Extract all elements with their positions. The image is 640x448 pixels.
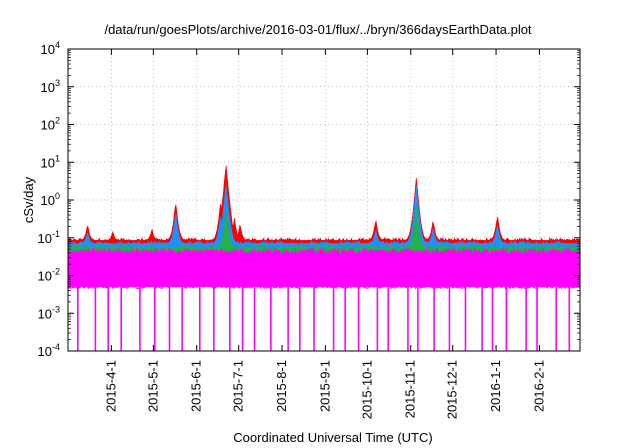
y-axis-label: cSv/day — [21, 176, 36, 223]
y-tick-label: 10-4 — [38, 342, 60, 359]
y-tick-label: 104 — [41, 40, 60, 57]
x-tick-label: 2016-1-1 — [488, 360, 503, 412]
x-tick-label: 2015-7-1 — [231, 360, 246, 412]
y-tick-labels: 10-4 10-3 10-2 10-1 100 101 102 103 104 — [38, 40, 60, 359]
plot-area — [67, 165, 581, 352]
axis-ticks — [68, 48, 580, 352]
x-tick-label: 2015-10-1 — [359, 360, 374, 419]
y-tick-label: 102 — [41, 116, 60, 133]
x-tick-labels: 2015-4-1 2015-5-1 2015-6-1 2015-7-1 2015-8-1… — [103, 360, 546, 419]
y-tick-label: 10-3 — [38, 304, 60, 321]
y-tick-label: 101 — [41, 153, 60, 170]
x-axis-label: Coordinated Universal Time (UTC) — [233, 430, 432, 445]
y-tick-label: 10-2 — [38, 267, 60, 284]
x-tick-label: 2015-12-1 — [445, 360, 460, 419]
series-floor-edge — [67, 283, 581, 290]
x-tick-label: 2015-8-1 — [274, 360, 289, 412]
y-tick-label: 10-1 — [38, 229, 60, 246]
y-tick-label: 103 — [41, 78, 60, 95]
y-tick-label: 100 — [41, 191, 60, 208]
x-tick-label: 2016-2-1 — [531, 360, 546, 412]
x-tick-label: 2015-9-1 — [317, 360, 332, 412]
x-tick-label: 2015-4-1 — [103, 360, 118, 412]
chart-title: /data/run/goesPlots/archive/2016-03-01/f… — [104, 22, 531, 37]
x-tick-label: 2015-5-1 — [145, 360, 160, 412]
series-floor-mask — [68, 286, 580, 351]
x-tick-label: 2015-6-1 — [189, 360, 204, 412]
x-tick-label: 2015-11-1 — [403, 360, 418, 418]
